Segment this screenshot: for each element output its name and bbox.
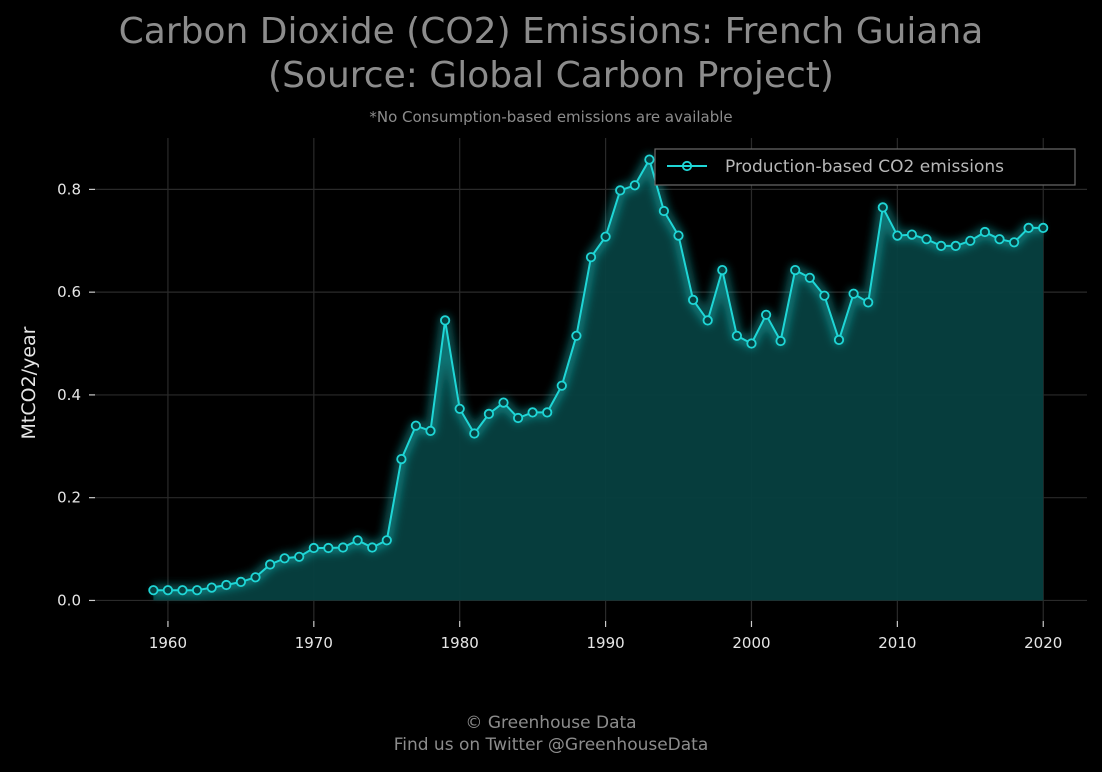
- data-point: [863, 297, 874, 308]
- data-point: [848, 288, 859, 299]
- data-point: [833, 334, 845, 345]
- data-point: [994, 234, 1005, 245]
- data-point: [746, 338, 757, 349]
- data-point: [469, 428, 480, 439]
- data-point: [658, 205, 670, 217]
- title-line-2: (Source: Global Carbon Project): [268, 55, 834, 96]
- legend-marker-swatch: [681, 160, 693, 172]
- data-point: [250, 572, 261, 583]
- data-point: [308, 542, 319, 554]
- x-tick-label: 1960: [149, 634, 187, 652]
- data-point: [337, 542, 349, 553]
- x-tick-label: 2020: [1024, 634, 1062, 652]
- x-tick-label: 1990: [586, 634, 624, 652]
- data-point: [892, 230, 903, 241]
- legend: Production-based CO2 emissions: [654, 148, 1076, 186]
- data-point: [906, 229, 918, 240]
- axes-layer: 1960 1970 1980 1990 2000 2010 2020 0.0 0.2 0.4 0.6…: [57, 180, 1062, 652]
- chart-subtitle: *No Consumption-based emissions are avai…: [369, 108, 733, 126]
- data-point: [483, 408, 494, 419]
- y-tick-label: 0.8: [57, 180, 81, 198]
- data-point: [775, 335, 786, 347]
- x-tick-label: 2000: [732, 634, 770, 652]
- y-axis-label: MtCO2/year: [18, 326, 40, 439]
- data-point: [512, 412, 524, 424]
- data-point: [790, 264, 801, 276]
- data-point: [323, 542, 334, 554]
- x-tick-label: 1970: [295, 634, 333, 652]
- data-point: [454, 403, 465, 414]
- data-point: [585, 252, 597, 263]
- data-point: [556, 380, 567, 391]
- data-point: [731, 330, 743, 341]
- data-point: [352, 535, 363, 546]
- data-point: [235, 576, 246, 588]
- data-point: [965, 235, 976, 246]
- legend-label: Production-based CO2 emissions: [725, 157, 1004, 177]
- data-point: [804, 272, 815, 283]
- data-point: [542, 407, 553, 418]
- data-point: [527, 407, 538, 418]
- data-point: [410, 420, 421, 431]
- footer: © Greenhouse Data Find us on Twitter @Gr…: [0, 712, 1102, 756]
- y-tick-label: 0.6: [57, 283, 81, 301]
- data-point: [644, 154, 655, 165]
- data-point: [498, 397, 509, 408]
- footer-twitter: Find us on Twitter @GreenhouseData: [393, 735, 709, 755]
- data-point: [367, 542, 378, 553]
- data-point: [687, 294, 699, 305]
- data-point: [264, 559, 276, 570]
- data-point: [1038, 222, 1049, 233]
- data-point: [439, 315, 451, 326]
- data-point: [425, 425, 436, 436]
- area-fill-layer: [153, 159, 1044, 601]
- data-point: [717, 264, 728, 276]
- data-point: [950, 240, 961, 251]
- data-point: [177, 585, 188, 596]
- data-point: [192, 585, 203, 596]
- data-point: [294, 551, 305, 562]
- data-point: [819, 290, 830, 301]
- data-point: [921, 234, 932, 245]
- y-tick-label: 0.2: [57, 489, 81, 507]
- data-point: [979, 226, 991, 238]
- y-tick-label: 0.0: [57, 591, 81, 609]
- data-point: [571, 330, 582, 341]
- legend-frame: [654, 148, 1076, 186]
- data-point: [935, 240, 947, 251]
- data-point: [600, 231, 611, 242]
- x-tick-label: 1980: [441, 634, 479, 652]
- data-point: [1008, 237, 1020, 248]
- footer-copyright: © Greenhouse Data: [465, 713, 637, 733]
- y-tick-label: 0.4: [57, 386, 81, 404]
- data-point: [629, 180, 640, 191]
- chart-title: Carbon Dioxide (CO2) Emissions: French G…: [0, 10, 1102, 98]
- data-point: [221, 579, 232, 591]
- data-point: [381, 535, 392, 546]
- data-point: [148, 585, 159, 596]
- data-points-layer: [148, 154, 1049, 596]
- series-area-fill: [153, 159, 1044, 601]
- data-point: [396, 453, 407, 465]
- data-point: [206, 582, 217, 593]
- title-line-1: Carbon Dioxide (CO2) Emissions: French G…: [118, 11, 984, 52]
- data-point: [702, 315, 713, 326]
- x-tick-label: 2010: [878, 634, 916, 652]
- data-point: [673, 230, 684, 241]
- data-point: [279, 553, 290, 564]
- data-point: [162, 585, 173, 596]
- data-point: [877, 202, 888, 213]
- data-point: [1023, 222, 1034, 233]
- data-point: [615, 185, 626, 196]
- data-point: [760, 309, 772, 320]
